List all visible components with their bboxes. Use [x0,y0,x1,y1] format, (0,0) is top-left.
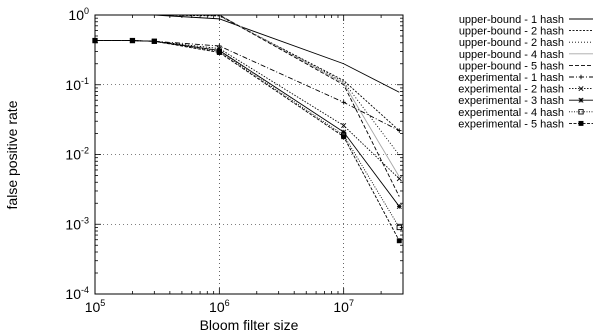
series-8 [92,38,402,209]
legend-entry: upper-bound - 4 hash [459,49,593,61]
data-point-marker [151,38,157,44]
data-point-marker [578,97,584,103]
series-6 [92,38,402,133]
series-4 [95,14,400,177]
series-line [95,14,400,177]
legend-entry: upper-bound - 2 hash [459,37,593,49]
series-lines [92,14,402,244]
legend-label: experimental - 5 hash [458,118,564,130]
x-tick-label: 107 [333,298,354,315]
x-tick-label: 106 [209,298,230,315]
y-tick-label: 10-4 [65,285,89,302]
series-line [95,40,400,241]
legend-label: experimental - 4 hash [458,107,564,119]
legend-entry: experimental - 2 hash [458,84,593,96]
legend-label: experimental - 2 hash [458,84,564,96]
data-point-marker [341,134,347,140]
y-tick-label: 10-1 [65,76,89,93]
legend-label: upper-bound - 5 hash [459,60,564,72]
series-9 [92,37,402,231]
x-axis-title: Bloom filter size [200,317,299,333]
legend-entry: experimental - 3 hash [458,95,593,107]
data-point-marker [396,176,402,182]
y-tick-label: 100 [68,6,89,23]
legend-entry: experimental - 5 hash [458,118,593,130]
y-axis-title: false positive rate [4,100,20,209]
series-2 [95,14,400,131]
legend-label: upper-bound - 1 hash [459,14,564,26]
legend-label: upper-bound - 2 hash [459,37,564,49]
data-point-marker [216,50,222,55]
series-line [95,14,400,93]
legend-label: experimental - 1 hash [458,72,564,84]
legend-entry: upper-bound - 2 hash [459,26,593,38]
series-7 [92,38,402,182]
series-line [95,40,400,228]
y-tick-label: 10-3 [65,215,89,232]
grid [95,15,403,294]
y-tick-label: 10-2 [65,146,89,163]
plot-frame [94,14,404,295]
series-line [95,14,400,156]
data-point-marker [341,123,347,129]
legend-entry: upper-bound - 1 hash [459,14,593,26]
data-point-marker [578,86,584,92]
x-tick-label: 105 [85,298,106,315]
data-point-marker [396,203,402,209]
series-line [95,14,400,197]
series-5 [95,14,400,197]
legend-entry: upper-bound - 5 hash [459,60,593,72]
series-3 [95,14,400,156]
series-1 [95,14,400,93]
data-point-marker [578,109,584,115]
legend-entry: experimental - 1 hash [458,72,593,84]
legend-label: upper-bound - 4 hash [459,49,564,61]
series-line [95,14,400,131]
legend-entry: experimental - 4 hash [458,107,593,119]
series-line [95,40,400,180]
legend-label: experimental - 3 hash [458,95,564,107]
legend-label: upper-bound - 2 hash [459,26,564,38]
data-point-marker [578,120,584,126]
axis-ticks: 105 106 107 100 10-1 10-2 10-3 10-4 [65,6,404,315]
data-point-marker [129,38,135,44]
series-line [95,40,400,207]
data-point-marker [396,238,402,244]
series-line [95,40,400,132]
data-point-marker [341,129,347,135]
